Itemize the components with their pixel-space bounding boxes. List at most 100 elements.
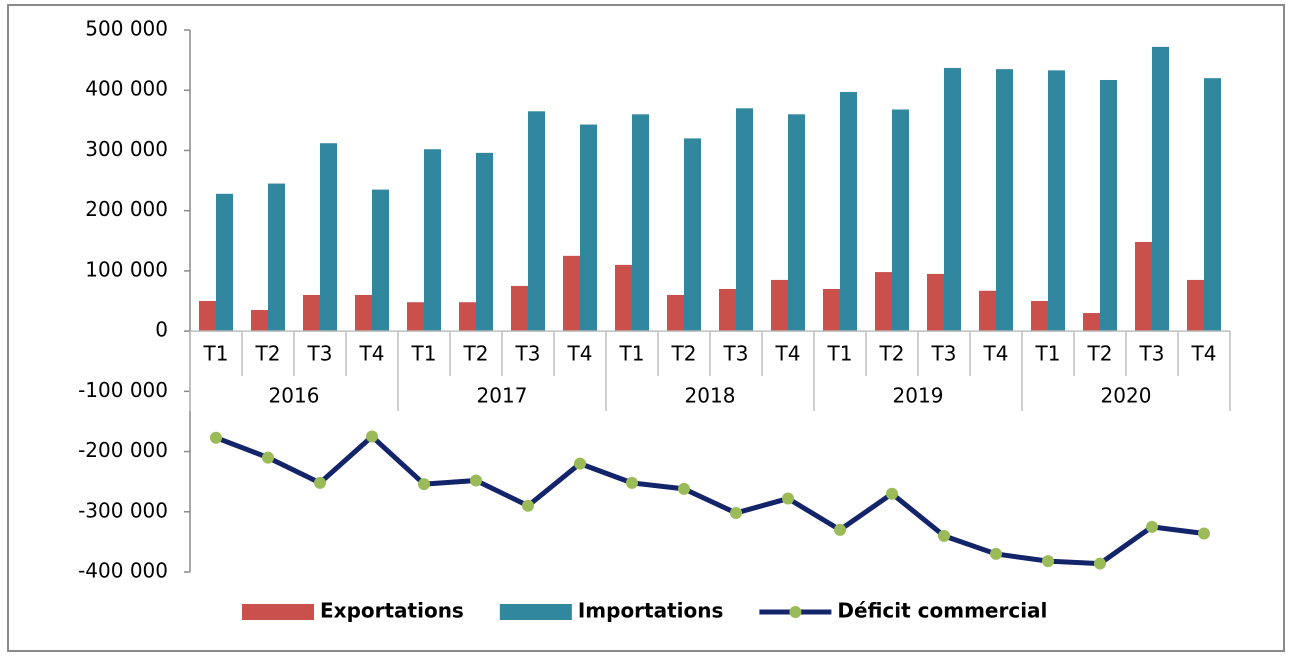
legend-label: Déficit commercial bbox=[837, 599, 1047, 623]
x-tick-label: T3 bbox=[931, 342, 957, 366]
group-label: 2019 bbox=[893, 384, 944, 408]
marker bbox=[366, 430, 378, 443]
x-tick-label: T1 bbox=[827, 342, 853, 366]
marker bbox=[262, 451, 274, 464]
bar bbox=[823, 288, 840, 332]
marker bbox=[730, 506, 742, 519]
bar bbox=[944, 67, 961, 332]
x-tick-label: T2 bbox=[1087, 342, 1113, 366]
marker bbox=[990, 547, 1002, 560]
group-label: 2016 bbox=[269, 384, 320, 408]
y-tick-label: -100 000 bbox=[78, 378, 168, 402]
bar bbox=[667, 294, 684, 332]
x-tick-label: T4 bbox=[1191, 342, 1217, 366]
bar bbox=[407, 302, 424, 332]
bar bbox=[1135, 241, 1152, 332]
marker bbox=[834, 523, 846, 536]
y-tick-label: 400 000 bbox=[85, 77, 168, 101]
group-label: 2017 bbox=[477, 384, 528, 408]
x-tick-label: T2 bbox=[879, 342, 905, 366]
x-tick-label: T1 bbox=[203, 342, 229, 366]
bar bbox=[1048, 70, 1065, 332]
marker bbox=[886, 487, 898, 500]
bar bbox=[1100, 79, 1117, 332]
bar bbox=[892, 109, 909, 332]
marker bbox=[418, 478, 430, 491]
x-tick-label: T3 bbox=[515, 342, 541, 366]
legend-marker bbox=[789, 606, 802, 618]
x-tick-label: T1 bbox=[619, 342, 645, 366]
group-label: 2018 bbox=[685, 384, 736, 408]
y-tick-label: 200 000 bbox=[85, 197, 168, 221]
bar bbox=[788, 114, 805, 332]
legend-swatch bbox=[242, 604, 314, 620]
bar bbox=[1152, 46, 1169, 332]
marker bbox=[574, 457, 586, 470]
bar bbox=[1083, 313, 1100, 332]
bar bbox=[303, 294, 320, 332]
bar bbox=[1204, 78, 1221, 332]
bar bbox=[563, 255, 580, 332]
marker bbox=[1094, 557, 1106, 570]
bar bbox=[251, 310, 268, 332]
x-tick-label: T2 bbox=[671, 342, 697, 366]
group-label: 2020 bbox=[1101, 384, 1152, 408]
marker bbox=[678, 482, 690, 495]
x-tick-label: T3 bbox=[723, 342, 749, 366]
bar bbox=[771, 279, 788, 332]
marker bbox=[1146, 520, 1158, 533]
legend-swatch bbox=[499, 604, 572, 620]
bar bbox=[268, 183, 285, 332]
marker bbox=[1198, 527, 1210, 540]
bar bbox=[511, 285, 528, 332]
bar bbox=[632, 114, 649, 332]
bar bbox=[424, 149, 441, 332]
x-tick-label: T1 bbox=[411, 342, 437, 366]
y-tick-label: 300 000 bbox=[85, 137, 168, 161]
bar bbox=[216, 193, 233, 332]
line bbox=[215, 434, 1205, 567]
bar bbox=[1031, 301, 1048, 332]
x-tick-label: T4 bbox=[775, 342, 801, 366]
bar bbox=[927, 273, 944, 332]
bar bbox=[355, 294, 372, 332]
bar bbox=[1187, 279, 1204, 332]
y-tick-label: 100 000 bbox=[85, 257, 168, 281]
legend-label: Exportations bbox=[320, 599, 464, 623]
x-tick-label: T2 bbox=[255, 342, 281, 366]
y-tick-label: 500 000 bbox=[85, 17, 168, 41]
bar bbox=[719, 288, 736, 332]
marker bbox=[314, 476, 326, 489]
bar bbox=[875, 272, 892, 332]
marker bbox=[1042, 555, 1054, 568]
bar bbox=[199, 301, 216, 332]
x-tick-label: T4 bbox=[567, 342, 593, 366]
marker bbox=[470, 474, 482, 487]
bar bbox=[459, 302, 476, 332]
bar bbox=[979, 290, 996, 332]
legend-label: Importations bbox=[578, 599, 724, 623]
bar bbox=[372, 189, 389, 332]
marker bbox=[522, 499, 534, 512]
bar bbox=[320, 143, 337, 332]
y-tick-label: -400 000 bbox=[78, 559, 168, 583]
x-tick-label: T3 bbox=[1139, 342, 1165, 366]
bar bbox=[615, 264, 632, 332]
x-tick-label: T4 bbox=[983, 342, 1009, 366]
y-tick-label: 0 bbox=[155, 318, 168, 342]
marker bbox=[938, 529, 950, 542]
y-tick-label: -200 000 bbox=[78, 438, 168, 462]
marker bbox=[626, 476, 638, 489]
bar bbox=[736, 108, 753, 332]
bar bbox=[528, 111, 545, 332]
x-tick-label: T3 bbox=[307, 342, 333, 366]
marker bbox=[782, 492, 794, 505]
bar bbox=[476, 152, 493, 332]
x-tick-label: T4 bbox=[359, 342, 385, 366]
x-tick-label: T2 bbox=[463, 342, 489, 366]
marker bbox=[210, 431, 222, 444]
y-tick-label: -300 000 bbox=[78, 498, 168, 522]
bar bbox=[580, 124, 597, 332]
